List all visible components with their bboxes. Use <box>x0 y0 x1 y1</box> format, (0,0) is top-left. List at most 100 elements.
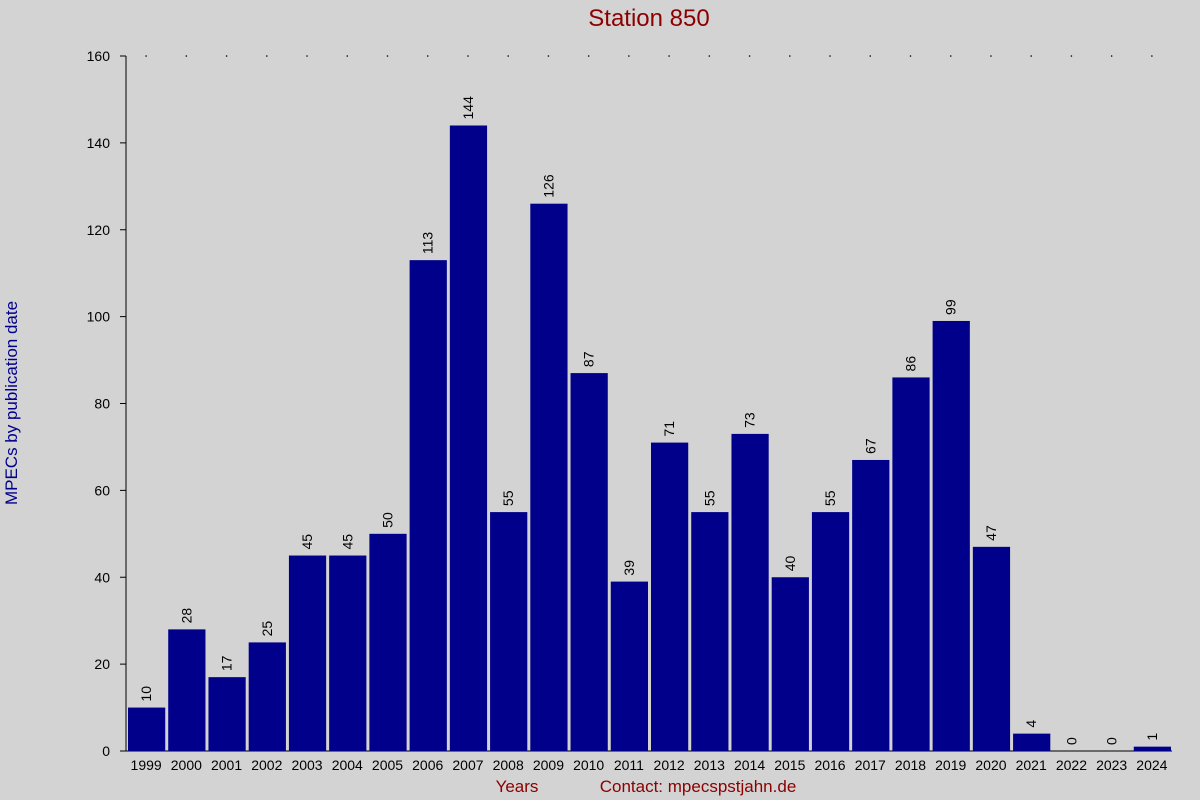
value-label: 87 <box>581 351 597 367</box>
x-tick-label: 2009 <box>533 757 564 773</box>
x-tick-label: 2010 <box>573 757 604 773</box>
bar <box>208 677 246 751</box>
top-dot <box>1110 55 1113 57</box>
top-dot <box>346 55 349 57</box>
value-label: 67 <box>862 438 878 454</box>
value-label: 45 <box>339 534 355 550</box>
x-tick-label: 2018 <box>895 757 926 773</box>
bar <box>651 442 689 751</box>
y-tick-label: 80 <box>94 396 110 412</box>
value-label: 99 <box>943 299 959 315</box>
top-dot <box>225 55 228 57</box>
value-label: 0 <box>1063 737 1079 745</box>
x-tick-label: 2005 <box>372 757 403 773</box>
bar <box>288 555 327 751</box>
x-axis-label: Years <box>496 777 539 796</box>
top-dot <box>185 55 188 57</box>
x-tick-label: 2022 <box>1056 757 1087 773</box>
bar <box>691 512 729 751</box>
x-tick-label: 2017 <box>855 757 886 773</box>
y-tick-label: 60 <box>94 482 110 498</box>
value-label: 10 <box>138 686 154 702</box>
top-dot <box>587 55 590 57</box>
bar <box>852 459 890 751</box>
value-label: 25 <box>259 621 275 637</box>
value-label: 55 <box>701 490 717 506</box>
x-tick-label: 1999 <box>131 757 162 773</box>
chart-title: Station 850 <box>588 5 709 32</box>
top-dot <box>949 55 952 57</box>
top-dot <box>386 55 389 57</box>
y-tick-label: 160 <box>87 48 111 64</box>
y-tick-label: 100 <box>87 309 111 325</box>
contact-note: Contact: mpecspstjahn.de <box>600 777 797 796</box>
top-dot <box>748 55 751 57</box>
top-dot <box>266 55 268 57</box>
top-dot <box>507 55 509 57</box>
top-dot <box>829 55 831 57</box>
value-label: 126 <box>540 174 556 198</box>
value-label: 17 <box>219 655 235 671</box>
y-tick-label: 140 <box>87 135 111 151</box>
top-dot <box>668 55 670 57</box>
value-label: 73 <box>742 412 758 428</box>
value-label: 45 <box>299 534 315 550</box>
value-label: 47 <box>983 525 999 541</box>
value-label: 1 <box>1144 733 1160 741</box>
x-tick-label: 2015 <box>774 757 805 773</box>
x-tick-label: 2001 <box>211 757 242 773</box>
bar <box>1133 746 1171 751</box>
value-label: 50 <box>380 512 396 528</box>
x-tick-label: 2003 <box>291 757 322 773</box>
bar <box>570 373 608 751</box>
bar <box>168 629 206 751</box>
x-tick-label: 2024 <box>1136 757 1167 773</box>
top-dot <box>789 55 791 57</box>
x-tick-label: 2013 <box>694 757 725 773</box>
bar <box>128 707 166 751</box>
value-label: 144 <box>460 96 476 120</box>
x-tick-label: 2019 <box>935 757 966 773</box>
bar <box>248 642 286 751</box>
bar <box>490 512 528 751</box>
top-dot <box>869 55 872 57</box>
top-dot <box>708 55 711 57</box>
bar <box>771 577 809 751</box>
bar <box>369 533 407 751</box>
x-tick-label: 2014 <box>734 757 765 773</box>
bar <box>449 125 488 751</box>
bar <box>892 377 930 751</box>
x-tick-label: 2011 <box>614 757 644 773</box>
bar <box>1013 733 1051 751</box>
x-tick-label: 2006 <box>412 757 443 773</box>
bar <box>932 320 970 751</box>
top-dot <box>467 55 469 57</box>
x-tick-label: 2004 <box>332 757 363 773</box>
x-tick-label: 2021 <box>1016 757 1047 773</box>
top-dot <box>1070 55 1073 57</box>
bar <box>530 203 568 751</box>
top-dot <box>1030 55 1032 57</box>
bar <box>409 260 447 751</box>
bar <box>610 581 648 751</box>
value-label: 113 <box>420 232 436 255</box>
top-dot <box>426 55 429 57</box>
y-tick-label: 120 <box>87 222 111 238</box>
y-tick-label: 20 <box>94 656 110 672</box>
top-dot <box>990 55 992 57</box>
x-tick-label: 2002 <box>251 757 282 773</box>
bar <box>329 555 367 751</box>
value-label: 40 <box>782 555 798 571</box>
y-axis-label: MPECs by publication date <box>2 301 21 505</box>
y-tick-label: 0 <box>102 743 110 759</box>
bar <box>811 512 850 751</box>
value-label: 28 <box>178 608 194 624</box>
top-dot <box>1151 55 1153 57</box>
top-dot <box>909 55 912 57</box>
value-label: 86 <box>903 356 919 372</box>
value-label: 55 <box>822 490 838 506</box>
value-label: 4 <box>1023 720 1039 728</box>
x-tick-label: 2020 <box>975 757 1006 773</box>
